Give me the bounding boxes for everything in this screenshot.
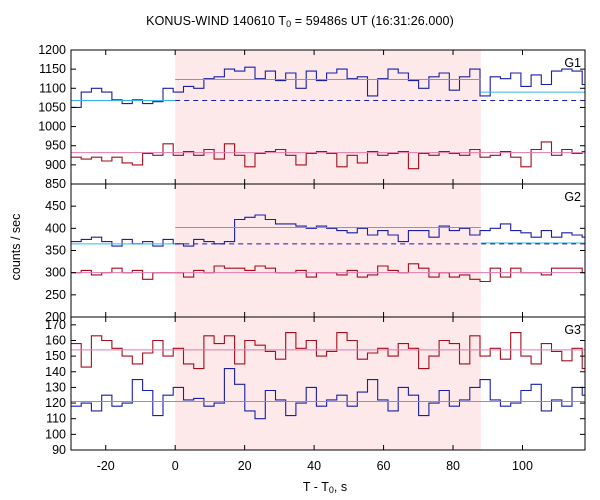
x-tick-label: 60	[377, 459, 391, 473]
x-tick-label: 20	[238, 459, 252, 473]
y-tick-label: 900	[45, 158, 66, 172]
x-tick-label: 0	[172, 459, 179, 473]
highlight-interval	[175, 50, 481, 450]
y-tick-label: 1150	[39, 62, 66, 76]
x-tick-label: 40	[307, 459, 321, 473]
y-tick-label: 1050	[38, 100, 66, 114]
panel-g3-frame	[70, 316, 586, 451]
y-tick-label: 300	[45, 266, 66, 280]
y-tick-label: 150	[45, 349, 66, 363]
series-g1-red-histogram	[71, 141, 585, 170]
x-axis-title-main: T - T	[302, 480, 329, 494]
y-tick-label: 450	[45, 199, 66, 213]
y-tick-label: 90	[52, 443, 66, 457]
y-tick-label: 1200	[38, 43, 66, 57]
y-tick-label: 350	[45, 244, 66, 258]
y-tick-label: 170	[45, 318, 66, 332]
x-axis-title: T - T0, s	[0, 480, 600, 495]
panel-label-g3: G3	[564, 323, 581, 337]
x-tick-label: 80	[446, 459, 460, 473]
series-g1-blue-histogram	[71, 66, 585, 108]
x-axis-title-rest: , s	[333, 480, 348, 494]
chart-title-subscript: 0	[286, 19, 292, 29]
panel-label-g1: G1	[564, 56, 581, 70]
x-tick-label: 100	[512, 459, 533, 473]
y-tick-label: 130	[45, 380, 66, 394]
y-tick-label: 1100	[39, 81, 66, 95]
y-tick-label: 850	[45, 177, 66, 191]
y-tick-label: 950	[45, 139, 66, 153]
chart-title: KONUS-WIND 140610 T0 = 59486s UT (16:31:…	[0, 14, 600, 29]
x-tick-label: -20	[97, 459, 115, 473]
y-tick-label: 110	[46, 412, 66, 426]
y-tick-label: 100	[45, 427, 66, 441]
y-axis-title: counts / sec	[9, 213, 23, 281]
chart-title-main: KONUS-WIND 140610 T	[146, 14, 287, 28]
panel-g3-series	[71, 332, 585, 420]
y-tick-label: 250	[45, 288, 66, 302]
series-g3-red-histogram	[71, 332, 585, 370]
y-tick-label: 160	[45, 333, 66, 347]
y-tick-label: 140	[45, 365, 66, 379]
y-tick-label: 120	[45, 396, 66, 410]
panel-g2-series	[71, 214, 585, 283]
series-g2-blue-histogram	[71, 214, 585, 247]
panel-label-g2: G2	[564, 190, 581, 204]
x-axis-title-subscript: 0	[328, 485, 334, 495]
y-tick-label: 200	[45, 310, 66, 324]
y-tick-label: 400	[45, 221, 66, 235]
y-tick-label: 1000	[38, 120, 66, 134]
chart-title-rest: = 59486s UT (16:31:26.000)	[291, 14, 454, 28]
panel-g1-series	[71, 66, 585, 170]
series-g3-blue-histogram	[71, 368, 585, 420]
